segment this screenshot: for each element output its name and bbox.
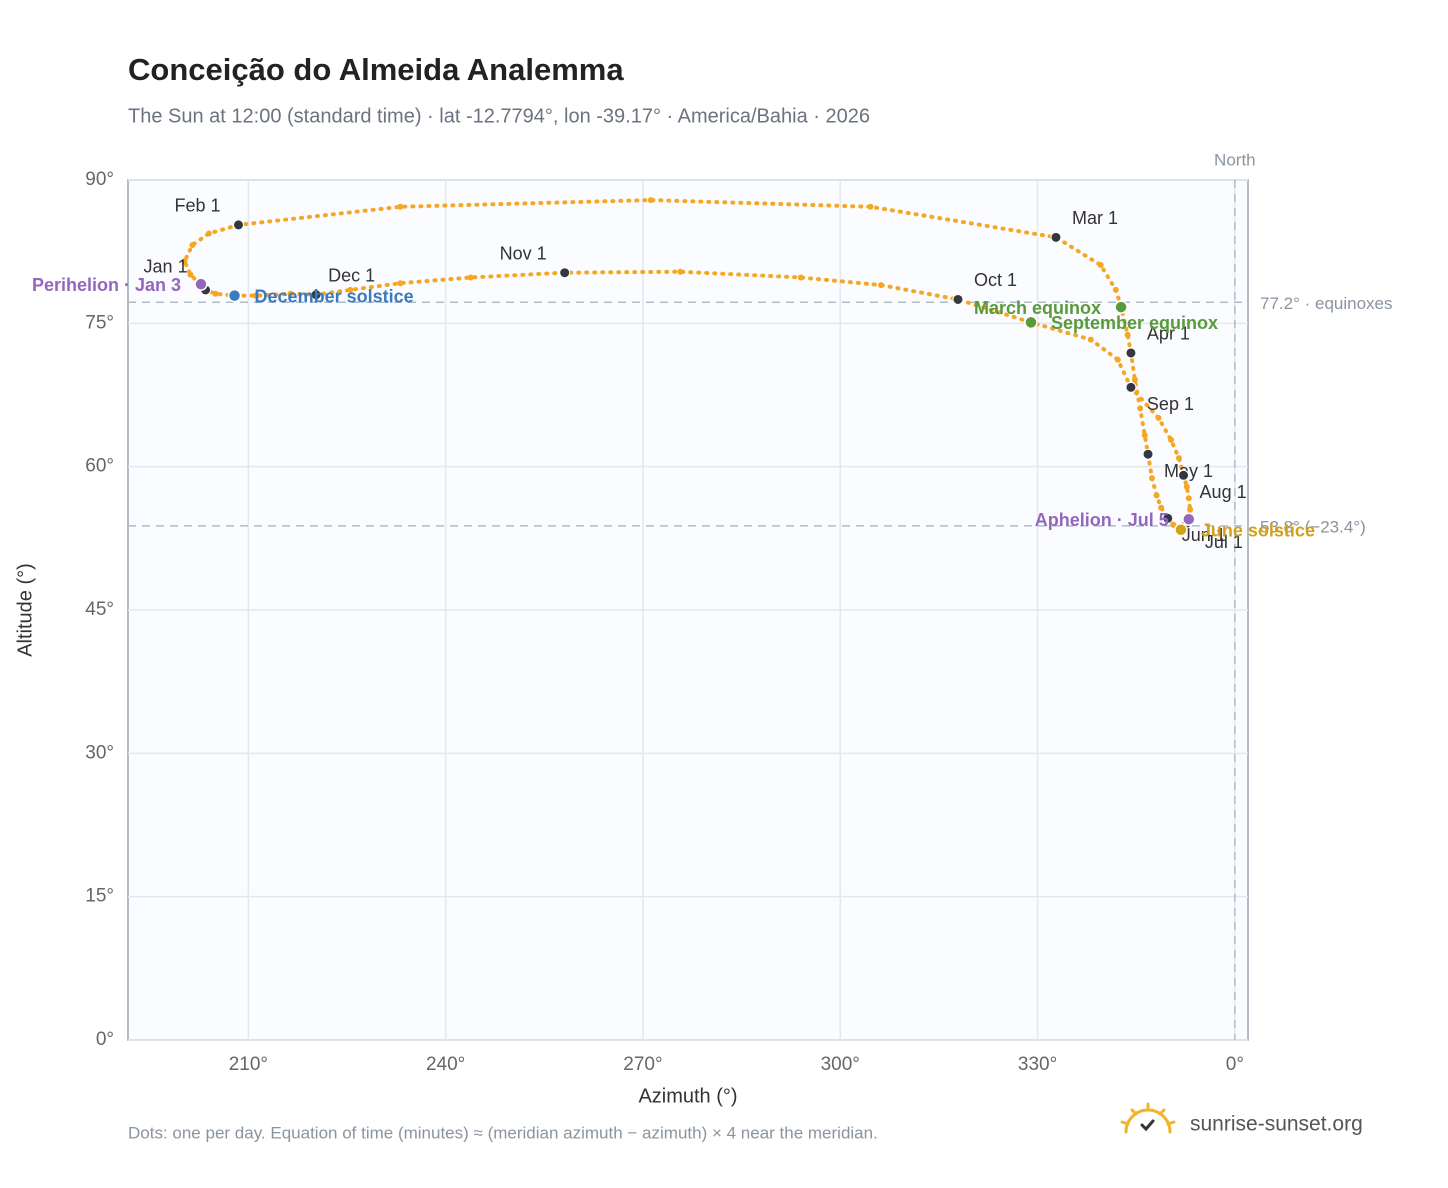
chart-title: Conceição do Almeida Analemma — [128, 52, 624, 87]
month-marker — [1178, 469, 1190, 481]
month-marker — [952, 293, 964, 305]
footnote: Dots: one per day. Equation of time (min… — [128, 1123, 878, 1142]
day-dot — [189, 241, 196, 248]
day-dot — [1185, 495, 1192, 502]
event-label: Perihelion · Jan 3 — [32, 275, 181, 295]
y-tick-label: 90° — [85, 169, 114, 190]
day-dot — [1112, 286, 1119, 293]
month-marker — [1142, 448, 1154, 460]
brand: sunrise-sunset.org — [1190, 1113, 1363, 1136]
chart-subtitle: The Sun at 12:00 (standard time) · lat -… — [128, 105, 870, 127]
x-tick-label: 300° — [821, 1054, 860, 1075]
y-axis-label: Altitude (°) — [14, 563, 36, 657]
day-dot — [187, 271, 194, 278]
month-marker — [1162, 512, 1174, 524]
x-axis-label: Azimuth (°) — [638, 1085, 737, 1107]
day-dot — [1114, 356, 1121, 363]
day-dot — [1148, 475, 1155, 482]
month-label: May 1 — [1164, 461, 1213, 481]
day-dot — [397, 203, 404, 210]
month-label: Dec 1 — [328, 265, 375, 285]
day-dot — [1097, 262, 1104, 269]
event-marker — [227, 288, 242, 303]
y-tick-label: 75° — [85, 312, 114, 333]
y-tick-label: 0° — [96, 1029, 114, 1050]
month-marker — [1125, 381, 1137, 393]
day-dot — [797, 274, 804, 281]
y-tick-label: 15° — [85, 886, 114, 907]
day-dot — [1141, 432, 1148, 439]
event-marker — [1114, 300, 1128, 314]
event-label: March equinox — [974, 298, 1101, 318]
day-dot — [252, 292, 259, 299]
day-dot — [1087, 336, 1094, 343]
event-marker — [1174, 522, 1188, 537]
month-marker — [1125, 347, 1137, 359]
north-label: North — [1214, 150, 1256, 169]
day-dot — [1137, 405, 1144, 412]
x-tick-label: 330° — [1018, 1054, 1057, 1075]
month-label: Apr 1 — [1147, 324, 1190, 344]
month-label: Oct 1 — [974, 270, 1017, 290]
day-dot — [1153, 492, 1160, 499]
y-tick-label: 60° — [85, 456, 114, 477]
event-label: December solstice — [255, 286, 414, 306]
y-tick-label: 45° — [85, 599, 114, 620]
event-label: September equinox — [1051, 313, 1218, 333]
month-label: Nov 1 — [500, 243, 547, 263]
event-marker — [1024, 315, 1038, 330]
month-marker — [559, 267, 571, 279]
day-dot — [287, 290, 294, 297]
month-label: Jun 1 — [1182, 525, 1226, 545]
event-marker — [194, 277, 208, 291]
month-marker — [1050, 231, 1062, 243]
x-tick-label: 0° — [1226, 1054, 1244, 1075]
day-dot — [1183, 483, 1190, 490]
day-dot — [647, 197, 654, 204]
day-dot — [1187, 506, 1194, 513]
x-tick-label: 270° — [623, 1054, 662, 1075]
day-dot — [1158, 504, 1165, 511]
month-marker — [310, 289, 322, 301]
event-marker — [1182, 512, 1196, 526]
day-dot — [867, 203, 874, 210]
day-dot — [181, 258, 188, 265]
day-dot — [878, 282, 885, 289]
x-tick-label: 210° — [229, 1054, 268, 1075]
month-label: Feb 1 — [174, 196, 220, 216]
day-dot — [677, 268, 684, 275]
day-dot — [347, 286, 354, 293]
brand-logo — [1120, 1102, 1176, 1134]
day-dot — [1124, 331, 1131, 338]
day-dot — [397, 280, 404, 287]
month-label: Sep 1 — [1147, 394, 1194, 414]
day-dot — [467, 274, 474, 281]
month-marker — [232, 219, 244, 231]
month-label: Jul 1 — [1205, 532, 1243, 552]
day-dot — [1175, 455, 1182, 462]
reference-label: 53.8° (−23.4°) — [1260, 517, 1366, 536]
analemma-path — [182, 198, 1193, 532]
month-label: Aug 1 — [1200, 482, 1247, 502]
event-label: June solstice — [1201, 520, 1315, 540]
event-label: Aphelion · Jul 5 — [1035, 510, 1169, 530]
month-label: Jan 1 — [144, 257, 188, 277]
reference-label: 77.2° · equinoxes — [1260, 294, 1393, 313]
day-dot — [205, 230, 212, 237]
month-label: Mar 1 — [1072, 208, 1118, 228]
day-dot — [1131, 376, 1138, 383]
x-tick-label: 240° — [426, 1054, 465, 1075]
day-dot — [1155, 414, 1162, 421]
day-dot — [212, 290, 219, 297]
y-tick-label: 30° — [85, 742, 114, 763]
day-dot — [1168, 436, 1175, 443]
